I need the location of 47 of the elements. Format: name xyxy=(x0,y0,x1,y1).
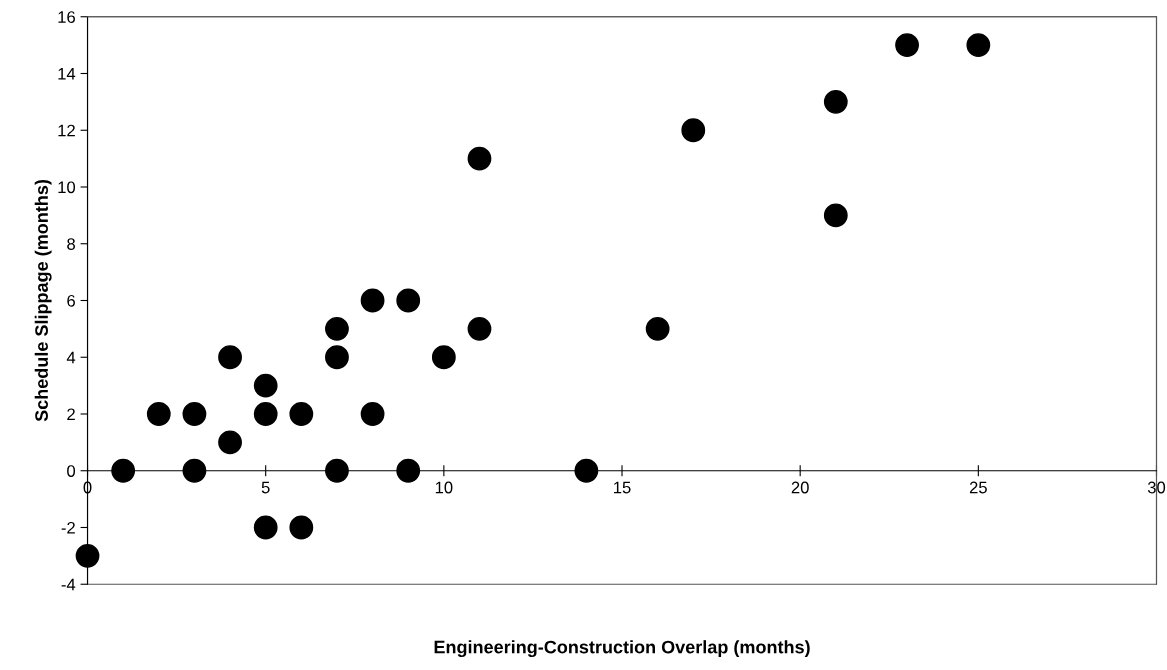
point xyxy=(360,402,385,426)
point xyxy=(467,316,492,341)
point xyxy=(146,402,171,426)
point xyxy=(681,118,706,143)
point xyxy=(574,458,599,483)
y-tick-label: -4 xyxy=(61,578,76,591)
point xyxy=(253,373,278,398)
x-tick-label: 10 xyxy=(435,481,453,494)
x-tick-label: 25 xyxy=(969,481,987,494)
point xyxy=(75,543,100,568)
point xyxy=(325,345,349,370)
y-tick-label: 2 xyxy=(67,408,75,421)
y-tick-label: 8 xyxy=(67,238,75,250)
y-tick-label: 10 xyxy=(58,181,76,194)
y-axis-title: Schedule Slippage (months) xyxy=(34,180,52,422)
point xyxy=(467,146,492,171)
point xyxy=(182,402,207,426)
point xyxy=(253,515,278,540)
point xyxy=(111,458,136,483)
point xyxy=(396,288,421,313)
y-tick-label: 12 xyxy=(58,124,75,137)
point xyxy=(218,430,242,455)
point xyxy=(253,402,278,426)
point xyxy=(182,458,207,483)
y-tick-label: 4 xyxy=(66,351,76,364)
point xyxy=(431,345,456,370)
point xyxy=(966,33,991,58)
y-tick-label: 14 xyxy=(58,68,76,80)
point xyxy=(645,316,670,341)
y-tick-label: 6 xyxy=(67,294,75,307)
x-axis-title: Engineering-Construction Overlap (months) xyxy=(434,640,810,658)
y-tick-label: 0 xyxy=(67,465,76,477)
point xyxy=(325,458,349,483)
x-tick-label: 20 xyxy=(791,481,809,494)
point xyxy=(289,515,314,540)
y-tick-label: -2 xyxy=(61,521,75,534)
x-tick-label: 5 xyxy=(261,481,270,494)
point xyxy=(289,402,314,426)
point xyxy=(396,458,421,483)
point xyxy=(218,345,242,370)
y-tick-label: 16 xyxy=(58,11,75,23)
x-tick-label: 15 xyxy=(614,481,631,494)
point xyxy=(823,203,848,228)
point xyxy=(360,288,385,313)
point xyxy=(823,89,848,114)
point xyxy=(325,316,349,341)
point xyxy=(895,33,919,58)
